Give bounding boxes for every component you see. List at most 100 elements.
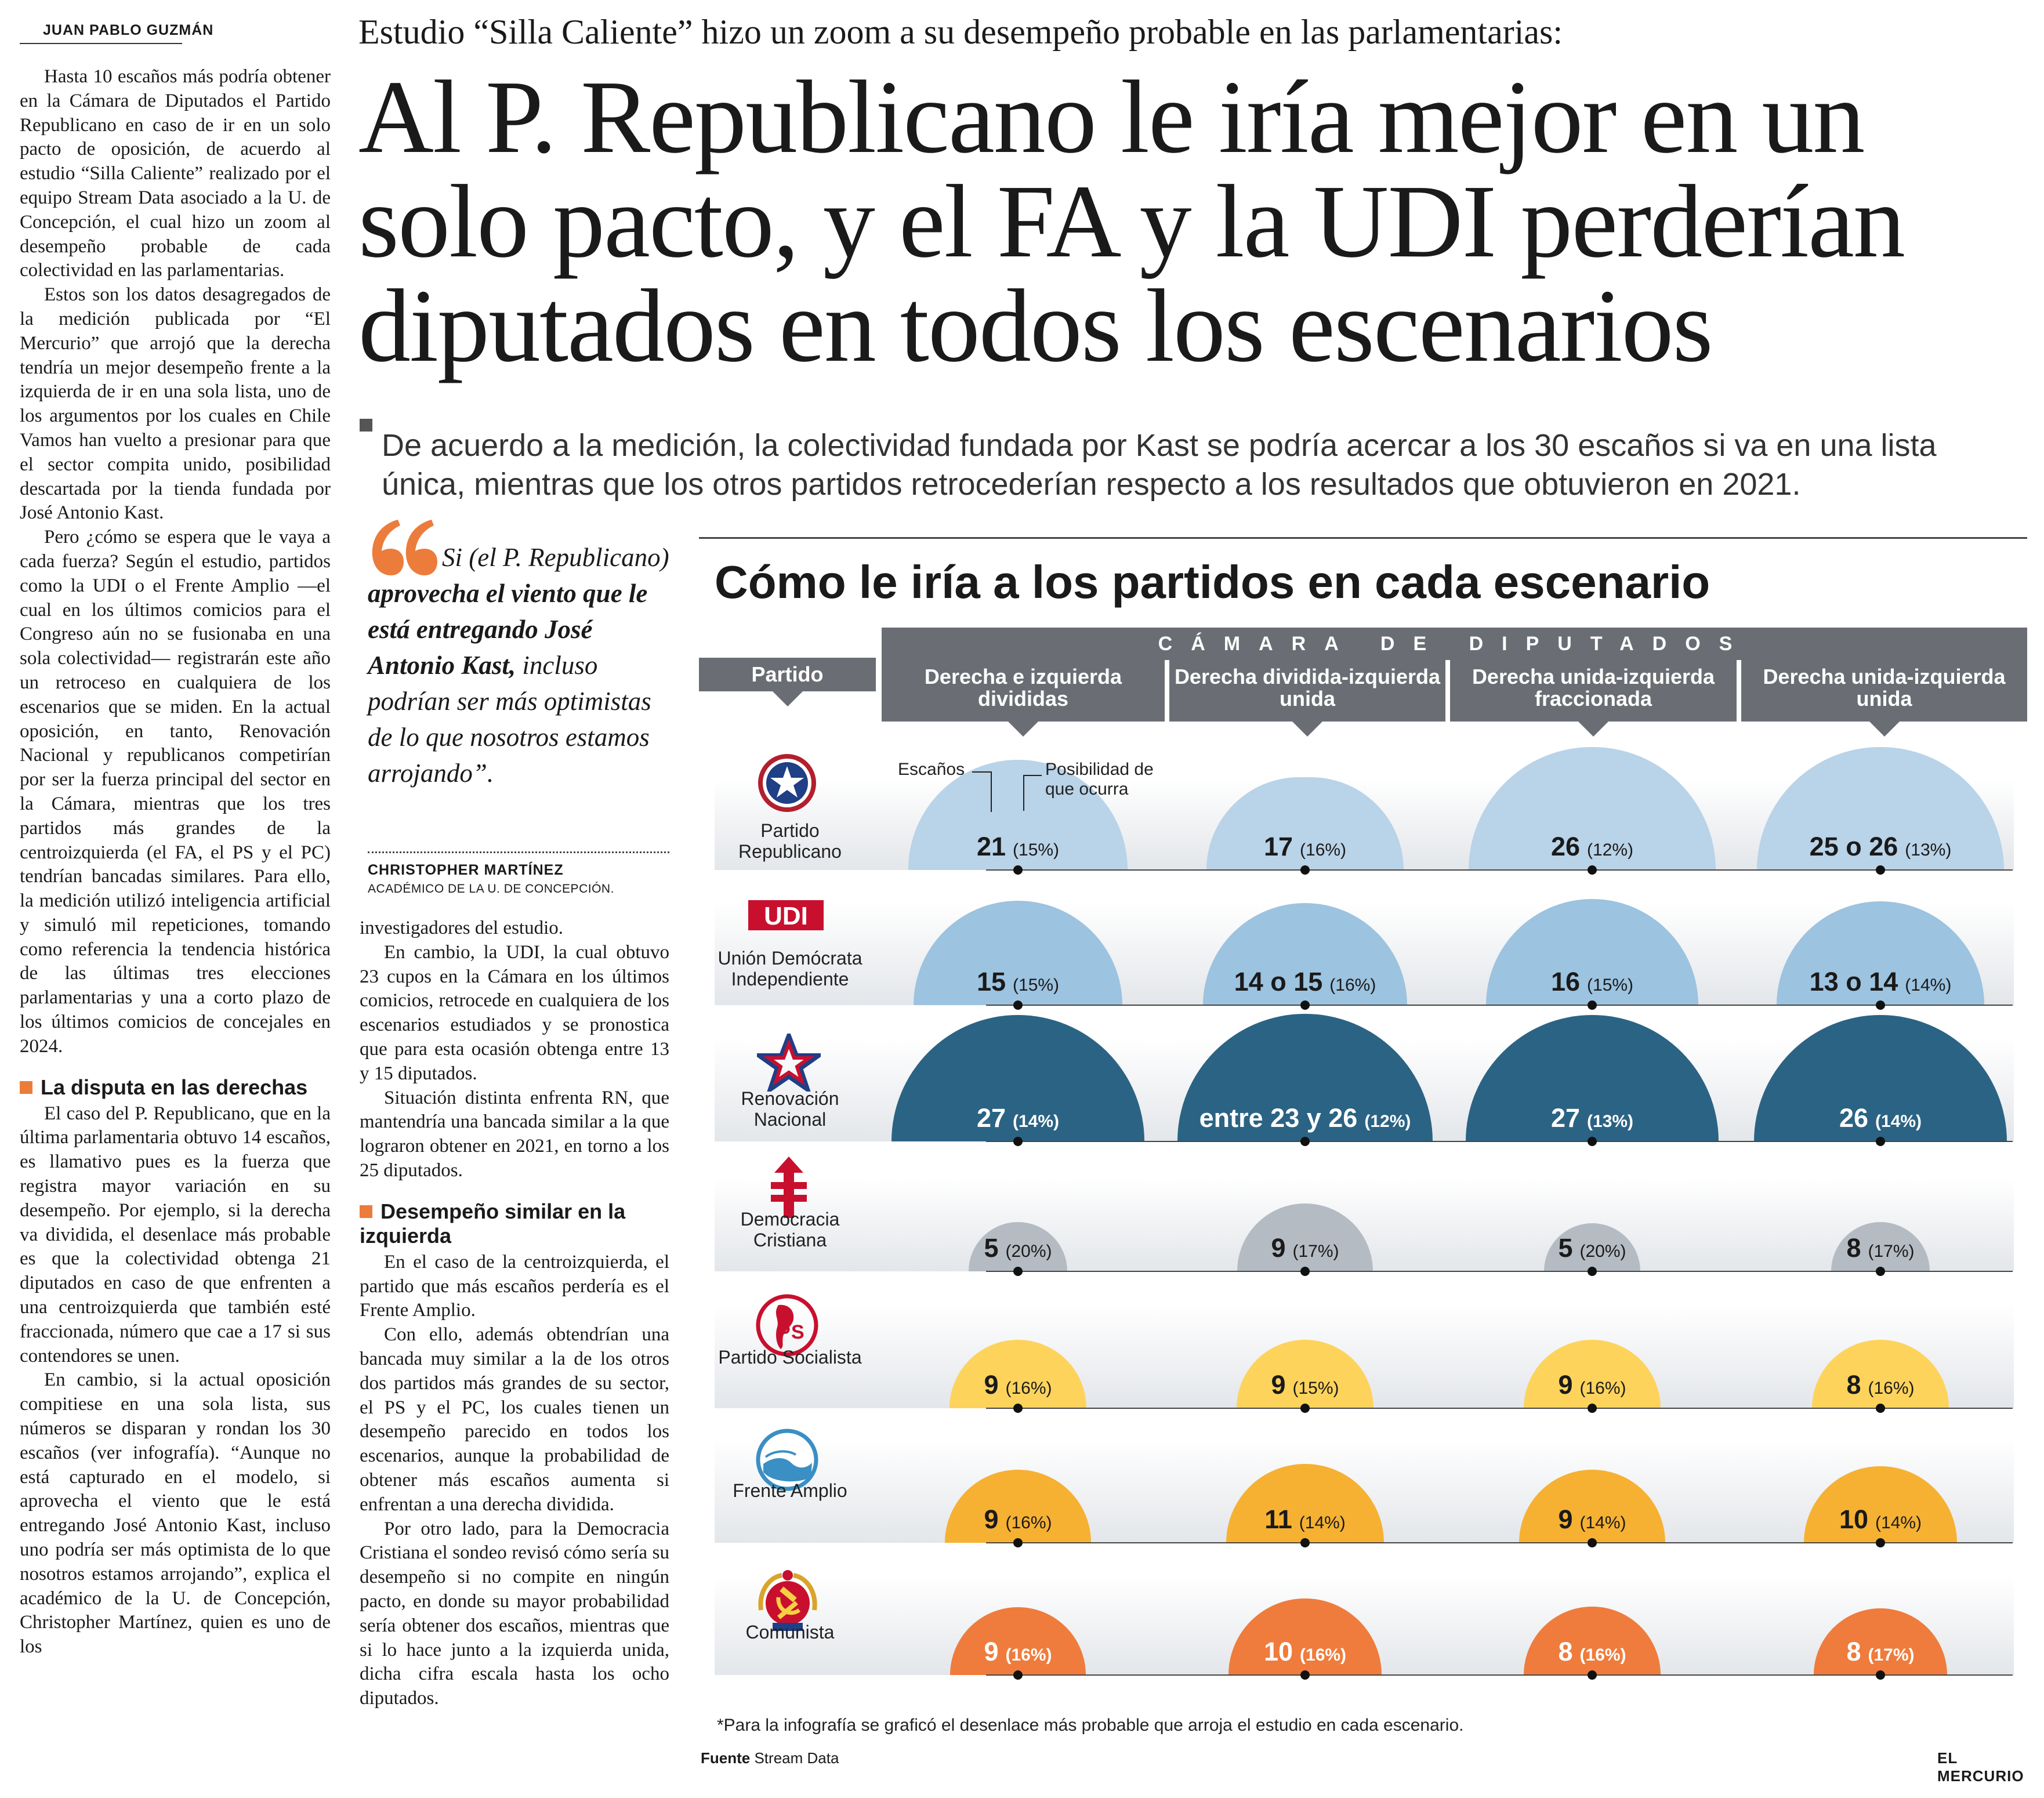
quote-mark-icon xyxy=(372,520,437,575)
svg-text:S: S xyxy=(791,1321,804,1343)
seat-value: 8 (17%) xyxy=(1846,1233,1915,1263)
seat-value: 5 (20%) xyxy=(984,1233,1052,1263)
paragraph: En cambio, la UDI, la cual obtuvo 23 cup… xyxy=(360,941,669,1084)
party-name: Frente Amplio xyxy=(733,1480,847,1501)
row-baseline xyxy=(986,1141,2013,1142)
dek: De acuerdo a la medición, la colectivida… xyxy=(382,428,1937,502)
scenario-dot xyxy=(1588,1404,1597,1413)
paragraph: Situación distinta enfrenta RN, que mant… xyxy=(360,1087,669,1181)
party-name: Comunista xyxy=(745,1622,835,1643)
scenario-dot xyxy=(1588,1538,1597,1547)
seat-value: 10 (14%) xyxy=(1839,1505,1922,1534)
legend-pointer xyxy=(972,771,992,812)
infographic-rule xyxy=(699,537,2027,539)
hammer-sickle-icon xyxy=(753,1569,822,1636)
paragraph: Hasta 10 escaños más podría obtener en l… xyxy=(20,66,331,281)
scenario-dot xyxy=(1588,1670,1597,1680)
seat-value: 8 (17%) xyxy=(1846,1637,1915,1666)
paragraph: Por otro lado, para la Democracia Cristi… xyxy=(360,1518,669,1709)
seat-value: 9 (16%) xyxy=(984,1637,1052,1666)
scenario-dot xyxy=(1013,1267,1023,1276)
seat-value: 13 o 14 (14%) xyxy=(1809,967,1952,996)
legend-pointer xyxy=(1023,775,1042,811)
scenario-dot xyxy=(1588,1267,1597,1276)
party-name: Democracia Cristiana xyxy=(740,1209,840,1250)
scenario-dot xyxy=(1876,865,1885,875)
row-baseline xyxy=(986,1005,2013,1006)
seat-value: 27 (14%) xyxy=(976,1103,1060,1133)
scenario-dot xyxy=(1876,1538,1885,1547)
seat-value: entre 23 y 26 (12%) xyxy=(1199,1103,1411,1133)
seat-value: 8 (16%) xyxy=(1558,1637,1626,1666)
seat-value: 8 (16%) xyxy=(1846,1370,1915,1400)
square-bullet-icon xyxy=(20,1081,32,1094)
party-name: Unión Demócrata Independiente xyxy=(717,948,862,989)
rn-star-icon xyxy=(752,1029,826,1096)
seat-value: 15 (15%) xyxy=(976,967,1060,996)
scenario-dot xyxy=(1588,865,1597,875)
infographic-title: Cómo le iría a los partidos en cada esce… xyxy=(715,556,1710,608)
seat-value: 10 (16%) xyxy=(1263,1637,1347,1666)
kicker: Estudio “Silla Caliente” hizo un zoom a … xyxy=(358,13,1563,51)
byline: JUAN PABLO GUZMÁN xyxy=(43,22,214,38)
scenario-header: Derecha e izquierda divididas xyxy=(882,658,1165,737)
legend-probability: Posibilidad de que ocurra xyxy=(1045,760,1154,799)
paragraph: El caso del P. Republicano, que en la úl… xyxy=(20,1103,331,1366)
seat-value: 27 (13%) xyxy=(1550,1103,1634,1133)
scenario-dot xyxy=(1013,1670,1023,1680)
seat-value: 9 (16%) xyxy=(1558,1370,1626,1400)
seat-value: 11 (14%) xyxy=(1264,1505,1346,1534)
scenario-dot xyxy=(1013,1404,1023,1413)
dc-arrow-icon xyxy=(769,1155,809,1222)
footnote: *Para la infografía se graficó el desenl… xyxy=(717,1716,1464,1735)
paragraph: En el caso de la centroizquierda, el par… xyxy=(360,1251,669,1321)
paragraph: Pero ¿cómo se espera que le vaya a cada … xyxy=(20,527,331,1057)
party-name: Renovación Nacional xyxy=(741,1088,839,1130)
source-credit: Fuente Stream Data xyxy=(701,1749,839,1767)
seat-value: 25 o 26 (13%) xyxy=(1809,832,1952,861)
seat-value: 17 (16%) xyxy=(1263,832,1347,861)
scenario-header: Derecha unida-izquierda fraccionada xyxy=(1450,658,1737,737)
seat-value: 9 (17%) xyxy=(1271,1233,1339,1263)
scenario-header: Derecha unida-izquierda unida xyxy=(1741,658,2027,737)
row-baseline xyxy=(986,1408,2013,1409)
scenario-dot xyxy=(1300,1000,1310,1010)
scenario-dot xyxy=(1300,865,1310,875)
seat-value: 14 o 15 (16%) xyxy=(1234,967,1376,996)
scenario-header: Derecha dividida-izquierda unida xyxy=(1169,658,1445,737)
legend-seats: Escaños xyxy=(898,760,965,779)
seat-value: 26 (12%) xyxy=(1550,832,1634,861)
scenario-dot xyxy=(1013,1000,1023,1010)
square-bullet-icon xyxy=(360,1205,372,1218)
seat-value: 9 (16%) xyxy=(984,1505,1052,1534)
seat-value: 5 (20%) xyxy=(1558,1233,1626,1263)
square-bullet-icon xyxy=(360,419,372,432)
paragraph: Con ello, además obtendrían una bancada … xyxy=(360,1324,669,1515)
scenario-dot xyxy=(1876,1137,1885,1146)
seat-value: 9 (15%) xyxy=(1271,1370,1339,1400)
seat-value: 9 (14%) xyxy=(1558,1505,1626,1534)
row-baseline xyxy=(986,1674,2013,1676)
scenario-dot xyxy=(1300,1137,1310,1146)
scenario-dot xyxy=(1300,1267,1310,1276)
scenario-dot xyxy=(1876,1670,1885,1680)
scenario-dot xyxy=(1013,1137,1023,1146)
quote-author: CHRISTOPHER MARTÍNEZ xyxy=(368,862,564,878)
scenario-dot xyxy=(1876,1000,1885,1010)
party-column-header: Partido xyxy=(699,658,876,706)
seat-value: 9 (16%) xyxy=(984,1370,1052,1400)
brand-credit: EL MERCURIO xyxy=(1937,1749,2024,1785)
scenario-dot xyxy=(1588,1000,1597,1010)
scenario-dot xyxy=(1876,1404,1885,1413)
seat-value: 21 (15%) xyxy=(976,832,1060,861)
party-name: Partido Republicano xyxy=(738,820,842,862)
scenario-dot xyxy=(1300,1670,1310,1680)
fa-logo-icon xyxy=(755,1428,819,1495)
quote-author-role: ACADÉMICO DE LA U. DE CONCEPCIÓN. xyxy=(368,882,614,896)
subhead: Desempeño similar en la izquierda xyxy=(360,1199,626,1248)
scenario-dot xyxy=(1876,1267,1885,1276)
paragraph: investigadores del estudio. xyxy=(360,918,564,938)
paragraph: Estos son los datos desagregados de la m… xyxy=(20,284,331,524)
quote-divider xyxy=(368,851,669,853)
